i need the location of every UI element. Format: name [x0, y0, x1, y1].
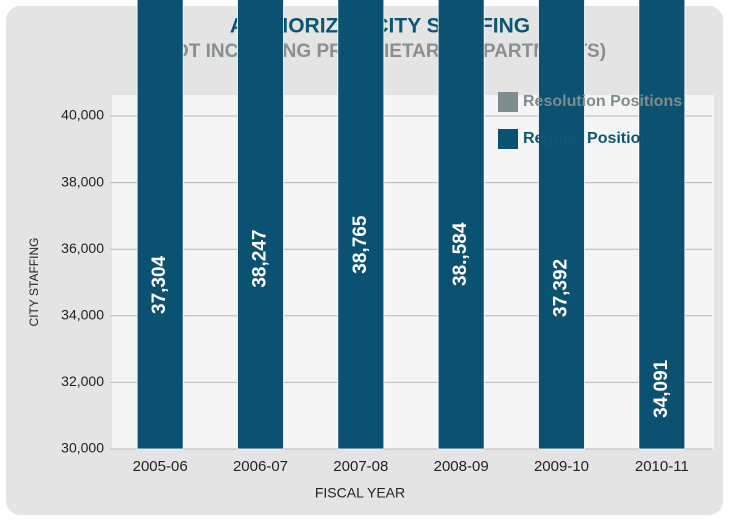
total-label: 38,247 — [250, 230, 271, 288]
total-label: 38,765 — [350, 215, 371, 274]
x-tick-label: 2010-11 — [635, 458, 689, 475]
bar-segment — [638, 0, 686, 450]
bar-segment — [136, 0, 184, 450]
y-tick-label: 34,000 — [61, 307, 104, 323]
legend-swatch — [498, 92, 518, 112]
legend-swatch — [498, 129, 518, 149]
total-label: 37,304 — [149, 255, 170, 314]
bar-segment — [437, 0, 485, 450]
legend-label: Regular Positions — [523, 130, 659, 147]
bar-segment — [237, 0, 284, 450]
x-axis-label: FISCAL YEAR — [315, 485, 405, 501]
bar-segment — [538, 0, 585, 450]
legend-label: Resolution Positions — [523, 93, 682, 110]
y-tick-label: 32,000 — [61, 373, 104, 389]
bar-segment — [337, 0, 385, 450]
total-label: 34,091 — [651, 359, 672, 418]
x-tick-label: 2007-08 — [333, 458, 388, 475]
total-label: 37,392 — [551, 259, 572, 317]
x-tick-label: 2006-07 — [233, 458, 288, 475]
y-tick-label: 40,000 — [61, 107, 104, 123]
x-tick-label: 2005-06 — [133, 458, 188, 475]
x-tick-label: 2008-09 — [434, 458, 489, 475]
y-tick-label: 30,000 — [61, 440, 104, 456]
plot-area — [112, 95, 714, 449]
x-tick-label: 2009-10 — [534, 458, 589, 475]
y-tick-label: 36,000 — [61, 240, 104, 256]
total-label: 38.,584 — [450, 222, 471, 286]
y-axis-label: CITY STAFFING — [27, 238, 41, 327]
y-tick-label: 38,000 — [61, 173, 104, 189]
